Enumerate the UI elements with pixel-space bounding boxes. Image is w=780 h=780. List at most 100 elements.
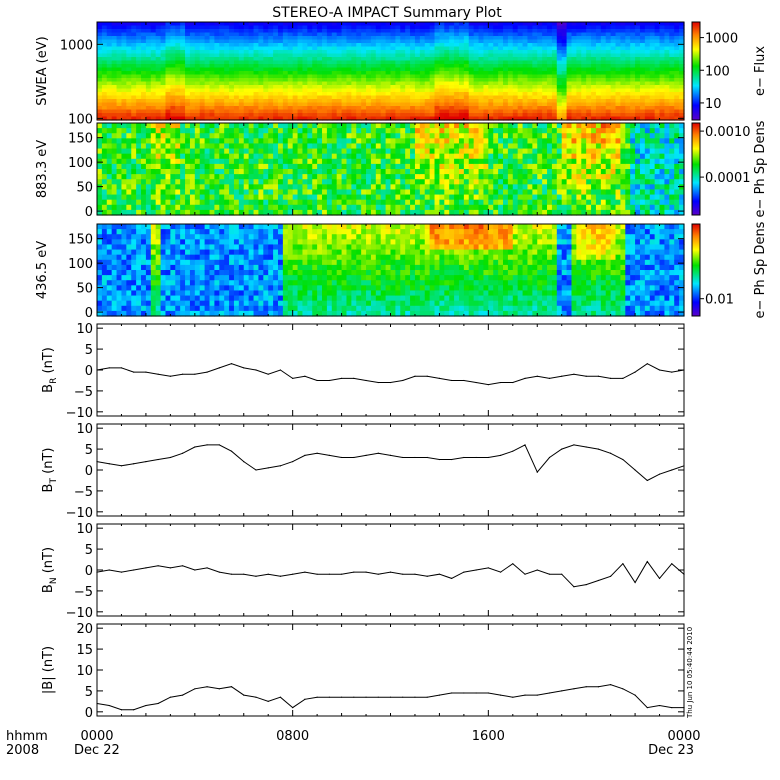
- heatmap-cell: [331, 74, 338, 79]
- heatmap-cell: [224, 85, 230, 90]
- heatmap-cell: [287, 88, 294, 93]
- heatmap-cell: [199, 158, 206, 165]
- heatmap-cell: [400, 163, 406, 170]
- heatmap-cell: [224, 199, 230, 206]
- heatmap-cell: [498, 109, 504, 114]
- heatmap-cell: [351, 148, 357, 155]
- heatmap-cell: [165, 163, 171, 170]
- heatmap-cell: [669, 78, 675, 83]
- heatmap-cell: [517, 29, 524, 34]
- heatmap-cell: [366, 60, 372, 65]
- heatmap-cell: [463, 128, 470, 134]
- heatmap-cell: [199, 116, 206, 121]
- heatmap-cell: [370, 57, 377, 62]
- heatmap-cell: [395, 95, 401, 100]
- heatmap-cell: [326, 138, 333, 145]
- heatmap-cell: [517, 25, 524, 30]
- heatmap-cell: [556, 78, 563, 83]
- heatmap-cell: [219, 158, 225, 165]
- heatmap-cell: [180, 64, 186, 69]
- heatmap-cell: [165, 46, 171, 51]
- heatmap-cell: [248, 204, 255, 211]
- heatmap-cell: [478, 88, 485, 93]
- heatmap-cell: [566, 29, 573, 34]
- heatmap-cell: [317, 123, 323, 129]
- heatmap-cell: [361, 163, 367, 170]
- heatmap-cell: [366, 81, 372, 86]
- heatmap-cell: [419, 71, 426, 76]
- heatmap-cell: [414, 106, 421, 111]
- heatmap-cell: [458, 174, 465, 180]
- heatmap-cell: [493, 138, 499, 145]
- heatmap-cell: [292, 128, 299, 134]
- heatmap-cell: [507, 78, 514, 83]
- heatmap-cell: [434, 85, 441, 90]
- heatmap-cell: [458, 138, 465, 145]
- heatmap-cell: [287, 153, 294, 160]
- heatmap-cell: [302, 204, 308, 211]
- heatmap-cell: [370, 50, 377, 55]
- heatmap-cell: [219, 60, 225, 65]
- heatmap-cell: [405, 113, 411, 118]
- heatmap-cell: [512, 81, 519, 86]
- heatmap-cell: [204, 199, 211, 206]
- heatmap-cell: [414, 74, 421, 79]
- heatmap-cell: [238, 22, 245, 27]
- heatmap-cell: [233, 60, 240, 65]
- heatmap-cell: [473, 174, 480, 180]
- heatmap-cell: [478, 57, 485, 62]
- heatmap-cell: [595, 60, 602, 65]
- heatmap-cell: [639, 113, 646, 118]
- heatmap-cell: [224, 92, 230, 97]
- heatmap-cell: [145, 29, 152, 34]
- heatmap-cell: [454, 78, 460, 83]
- heatmap-cell: [160, 81, 167, 86]
- heatmap-cell: [106, 53, 113, 58]
- heatmap-cell: [326, 81, 333, 86]
- heatmap-cell: [312, 43, 318, 48]
- heatmap-cell: [346, 163, 352, 170]
- heatmap-cell: [463, 143, 470, 150]
- heatmap-cell: [454, 158, 460, 165]
- heatmap-cell: [155, 71, 162, 76]
- heatmap-cell: [664, 53, 670, 58]
- heatmap-cell: [141, 92, 147, 97]
- heatmap-cell: [253, 85, 260, 90]
- heatmap-cell: [571, 71, 577, 76]
- heatmap-cell: [292, 46, 299, 51]
- heatmap-cell: [136, 138, 142, 145]
- heatmap-cell: [591, 113, 597, 118]
- heatmap-cell: [199, 163, 206, 170]
- heatmap-cell: [410, 194, 416, 201]
- heatmap-cell: [307, 174, 313, 180]
- heatmap-cell: [458, 109, 465, 114]
- heatmap-cell: [111, 88, 118, 93]
- heatmap-cell: [586, 85, 592, 90]
- heatmap-cell: [400, 169, 406, 175]
- heatmap-cell: [155, 92, 162, 97]
- heatmap-cell: [312, 179, 318, 185]
- heatmap-cell: [97, 128, 103, 134]
- heatmap-cell: [302, 116, 308, 121]
- heatmap-cell: [458, 74, 465, 79]
- heatmap-cell: [512, 116, 519, 121]
- heatmap-cell: [199, 109, 206, 114]
- heatmap-cell: [199, 78, 206, 83]
- heatmap-cell: [209, 36, 215, 41]
- heatmap-cell: [175, 57, 181, 62]
- heatmap-cell: [180, 199, 186, 206]
- heatmap-cell: [263, 169, 269, 175]
- heatmap-cell: [199, 71, 206, 76]
- heatmap-cell: [454, 204, 460, 211]
- heatmap-cell: [101, 36, 108, 41]
- heatmap-cell: [571, 22, 577, 27]
- heatmap-cell: [429, 78, 436, 83]
- heatmap-cell: [439, 113, 445, 118]
- heatmap-cell: [410, 116, 416, 121]
- heatmap-cell: [488, 88, 494, 93]
- heatmap-cell: [121, 138, 127, 145]
- heatmap-cell: [180, 194, 186, 201]
- heatmap-cell: [444, 50, 450, 55]
- heatmap-cell: [679, 95, 685, 100]
- heatmap-cell: [263, 74, 269, 79]
